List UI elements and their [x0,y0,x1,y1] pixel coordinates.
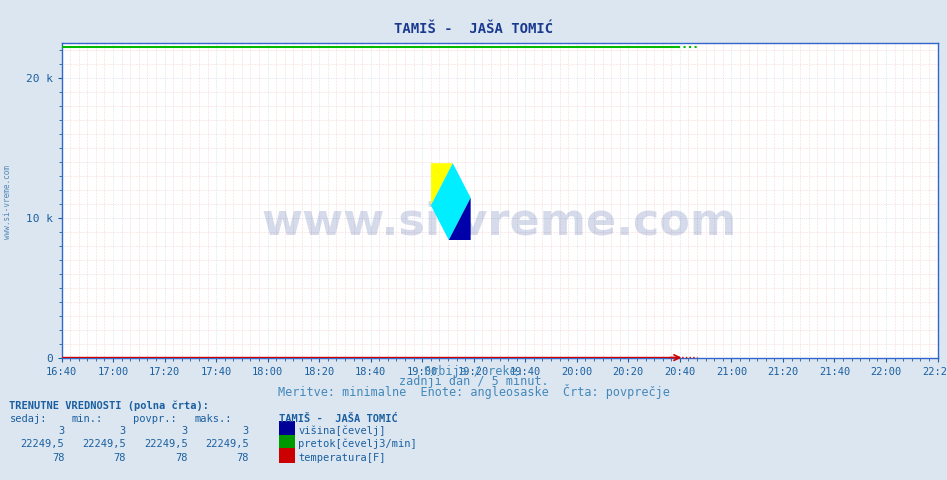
Text: 22249,5: 22249,5 [205,439,249,449]
Text: 22249,5: 22249,5 [144,439,188,449]
Text: temperatura[F]: temperatura[F] [298,453,385,463]
Text: povpr.:: povpr.: [133,414,176,424]
Text: pretok[čevelj3/min]: pretok[čevelj3/min] [298,439,417,449]
Polygon shape [449,198,471,240]
Polygon shape [431,163,453,205]
Text: sedaj:: sedaj: [9,414,47,424]
Text: min.:: min.: [71,414,102,424]
Text: maks.:: maks.: [194,414,232,424]
Text: Meritve: minimalne  Enote: angleosaske  Črta: povprečje: Meritve: minimalne Enote: angleosaske Čr… [277,384,670,398]
Text: 78: 78 [175,453,188,463]
Text: 3: 3 [58,426,64,436]
Text: www.si-vreme.com: www.si-vreme.com [262,201,737,244]
Text: TAMIŠ -  JAŠA TOMIĆ: TAMIŠ - JAŠA TOMIĆ [394,22,553,36]
Text: zadnji dan / 5 minut.: zadnji dan / 5 minut. [399,375,548,388]
Text: višina[čevelj]: višina[čevelj] [298,425,385,436]
Text: 78: 78 [237,453,249,463]
Text: 3: 3 [181,426,188,436]
Text: 22249,5: 22249,5 [21,439,64,449]
Text: 3: 3 [119,426,126,436]
Text: www.si-vreme.com: www.si-vreme.com [3,165,12,239]
Text: Srbija / reke.: Srbija / reke. [423,365,524,378]
Text: 78: 78 [114,453,126,463]
Text: 78: 78 [52,453,64,463]
Polygon shape [431,163,471,240]
Text: 22249,5: 22249,5 [82,439,126,449]
Text: 3: 3 [242,426,249,436]
Text: TAMIŠ -  JAŠA TOMIĆ: TAMIŠ - JAŠA TOMIĆ [279,414,398,424]
Text: TRENUTNE VREDNOSTI (polna črta):: TRENUTNE VREDNOSTI (polna črta): [9,400,209,411]
